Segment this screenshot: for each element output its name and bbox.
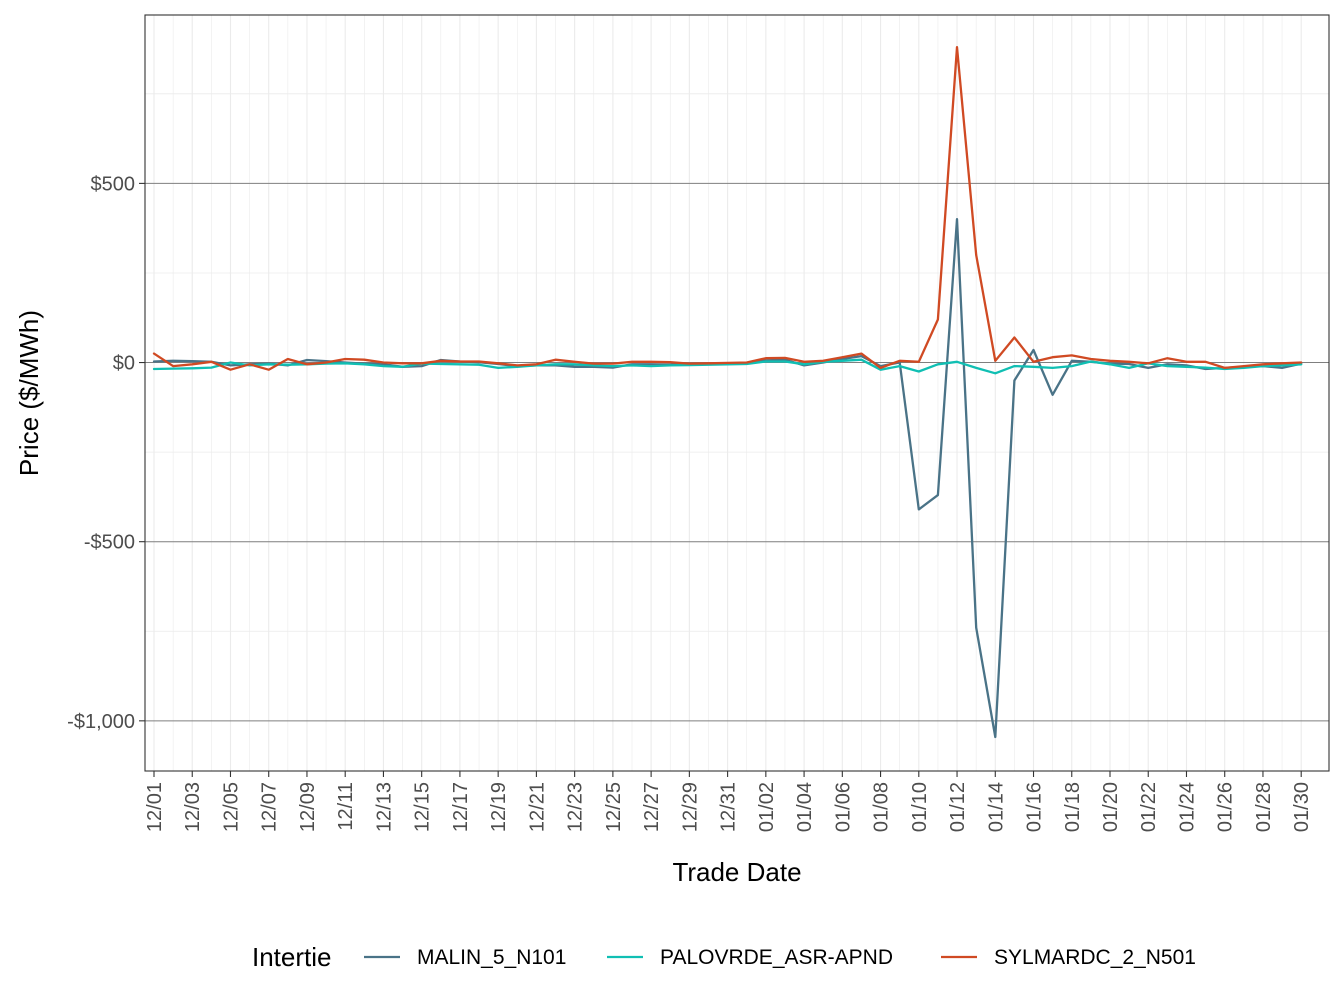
x-tick-label: 12/15 (412, 782, 434, 832)
x-tick-label: 12/13 (373, 782, 395, 832)
x-tick-label: 12/05 (220, 782, 242, 832)
series-line-sylmardc-2-n501 (152, 46, 1303, 371)
legend-title: Intertie (252, 942, 332, 972)
x-tick-label: 01/20 (1100, 782, 1122, 832)
legend-item-malin: MALIN_5_N101 (364, 946, 566, 969)
x-tick-label: 01/28 (1253, 782, 1275, 832)
x-tick-label: 12/23 (565, 782, 587, 832)
x-tick-label: 12/11 (335, 782, 357, 831)
x-tick-label: 01/10 (909, 782, 931, 832)
x-tick-label: 01/02 (756, 782, 778, 832)
y-axis-title: Price ($/MWh) (14, 310, 44, 476)
x-tick-label: 01/04 (794, 782, 816, 832)
y-tick-label: $500 (91, 173, 136, 195)
legend-label-sylmardc: SYLMARDC_2_N501 (994, 946, 1196, 969)
x-tick-label: 12/01 (144, 782, 166, 832)
plot-border (144, 14, 1330, 772)
x-tick-label: 01/22 (1138, 782, 1160, 832)
x-tick-label: 12/31 (718, 782, 740, 832)
x-tick-label: 12/25 (603, 782, 625, 832)
x-tick-label: 12/17 (450, 782, 472, 832)
legend-label-palovrde: PALOVRDE_ASR-APND (660, 946, 893, 969)
x-tick-label: 01/06 (832, 782, 854, 832)
x-tick-label: 01/30 (1291, 782, 1313, 832)
x-tick-label: 01/18 (1062, 782, 1084, 832)
series-line-palovrde-asr-apnd (152, 358, 1303, 375)
x-tick-label: 01/14 (985, 782, 1007, 832)
x-tick-label: 01/26 (1215, 782, 1237, 832)
x-tick-label: 12/09 (297, 782, 319, 832)
x-tick-label: 01/08 (871, 782, 893, 832)
legend: Intertie MALIN_5_N101 PALOVRDE_ASR-APND … (252, 942, 1196, 972)
legend-label-malin: MALIN_5_N101 (417, 946, 566, 969)
series-layer (152, 46, 1303, 739)
minor-gridlines (145, 15, 1329, 771)
x-tick-label: 01/12 (947, 782, 969, 832)
x-tick-label: 12/27 (641, 782, 663, 832)
x-tick-label: 12/29 (679, 782, 701, 832)
y-tick-label: $0 (113, 353, 135, 375)
x-axis: 12/01 12/03 12/05 12/07 12/09 12/11 12/13 12/15… (144, 771, 1313, 832)
x-tick-label: 01/24 (1176, 782, 1198, 832)
y-tick-label: -$1,000 (67, 711, 135, 733)
legend-item-sylmardc: SYLMARDC_2_N501 (941, 946, 1196, 969)
x-tick-label: 01/16 (1024, 782, 1046, 832)
x-tick-label: 12/21 (526, 782, 548, 832)
y-axis: $500 $0 -$500 -$1,000 (67, 173, 145, 733)
x-tick-label: 12/03 (182, 782, 204, 832)
y-tick-label: -$500 (84, 532, 135, 554)
plot-background (145, 15, 1329, 771)
x-axis-title: Trade Date (672, 857, 801, 887)
x-tick-label: 12/19 (488, 782, 510, 832)
legend-item-palovrde: PALOVRDE_ASR-APND (607, 946, 893, 969)
x-tick-label: 12/07 (259, 782, 281, 832)
